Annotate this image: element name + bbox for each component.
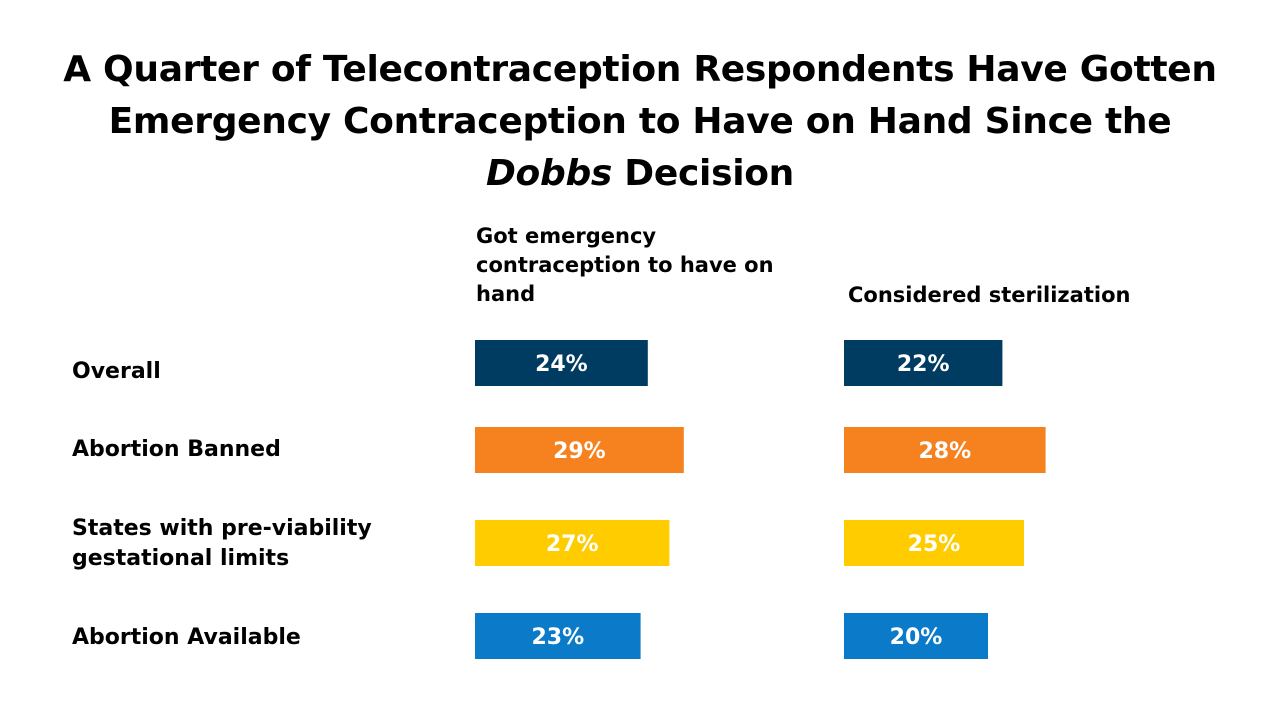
data-label-s1-c1: 28% [918,439,971,464]
bar-s1-c1 [844,427,1046,473]
data-label-s0-c0: 24% [535,352,588,377]
column-header-sterilization: Considered sterilization [848,283,1131,307]
data-label-s0-c1: 29% [553,439,606,464]
bar-s0-c0 [475,340,648,386]
bar-s1-c0 [844,340,1003,386]
row-label-gestational-limits: States with pre-viability gestational li… [72,516,372,571]
row-label-abortion-available: Abortion Available [72,625,301,650]
data-label-s1-c2: 25% [908,532,961,557]
bar-s0-c3 [475,613,641,659]
data-label-s1-c0: 22% [897,352,950,377]
row-label-abortion-banned: Abortion Banned [72,437,281,462]
bar-s1-c2 [844,520,1024,566]
data-label-s0-c2: 27% [546,532,599,557]
bar-s0-c2 [475,520,670,566]
data-label-s1-c3: 20% [890,625,943,650]
bar-s0-c1 [475,427,684,473]
data-label-s0-c3: 23% [531,625,584,650]
title-part-1: A Quarter of Telecontraception Responden… [63,49,1217,142]
title-emphasis: Dobbs [485,153,613,194]
bar-s1-c3 [844,613,988,659]
title-part-2: Decision [612,153,795,194]
page-title: A Quarter of Telecontraception Responden… [40,44,1240,200]
column-header-emergency-contraception: Got emergency contraception to have on h… [476,224,774,306]
row-label-overall: Overall [72,359,161,384]
